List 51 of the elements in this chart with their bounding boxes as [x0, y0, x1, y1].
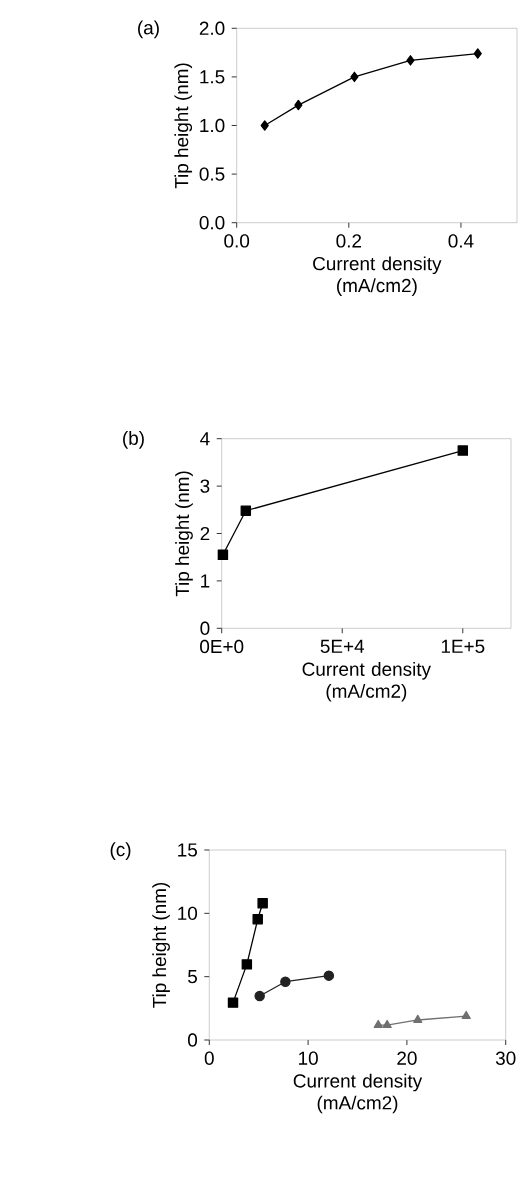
point [382, 1019, 392, 1028]
x-tick-label: 30 [495, 1051, 516, 1065]
x-axis-title: Current density (mA/cm2) [293, 1073, 423, 1114]
x-tick-label: 20 [397, 1051, 417, 1065]
point [240, 505, 252, 516]
y-tick-label: 1.0 [200, 118, 225, 133]
x-tick-label: 0E+0 [200, 639, 244, 654]
point [413, 1014, 423, 1023]
x-tick-label: 5E+4 [320, 639, 365, 654]
point [254, 990, 265, 1002]
point [323, 970, 335, 981]
y-tick-label: 10 [178, 906, 198, 921]
point [227, 997, 239, 1008]
point [406, 55, 415, 66]
y-tick-label: 0.0 [199, 215, 225, 230]
point [252, 914, 263, 925]
chart-title: (c) [110, 842, 131, 860]
chart-title: (a) [138, 20, 159, 39]
point [373, 1019, 383, 1028]
y-axis-title: Tip height (nm) [174, 63, 193, 189]
point [457, 445, 469, 456]
y-tick-label: 2.0 [199, 21, 225, 35]
y-tick-label: 3 [200, 479, 210, 493]
x-tick-label: 0.4 [448, 234, 474, 248]
x-tick-label: 0.2 [336, 234, 362, 248]
chart-title: (b) [123, 431, 144, 449]
y-tick-label: 0 [188, 1033, 198, 1047]
point [241, 959, 253, 970]
y-tick-label: 5 [188, 970, 197, 984]
point [280, 976, 291, 987]
x-tick-label: 1E+5 [441, 639, 485, 654]
point [350, 71, 359, 83]
point [294, 99, 303, 111]
x-tick-label: 0.0 [224, 234, 250, 248]
point [257, 897, 268, 909]
y-tick-label: 1 [201, 574, 210, 588]
x-tick-label: 10 [299, 1051, 318, 1065]
x-axis-title: Current density (mA/cm2) [302, 662, 431, 702]
y-axis-title: Tip height (nm) [175, 471, 193, 597]
y-tick-label: 2 [200, 526, 210, 541]
point [461, 1010, 471, 1019]
point [217, 549, 229, 561]
x-axis-title: Current density (mA/cm2) [313, 256, 442, 296]
point [473, 48, 482, 59]
y-tick-label: 1.5 [200, 70, 225, 84]
y-tick-label: 0 [200, 621, 210, 635]
y-tick-label: 15 [178, 843, 197, 857]
y-tick-label: 4 [200, 432, 210, 446]
y-axis-title: Tip height (nm) [152, 882, 170, 1008]
y-tick-label: 0.5 [199, 167, 225, 181]
point [260, 120, 269, 131]
